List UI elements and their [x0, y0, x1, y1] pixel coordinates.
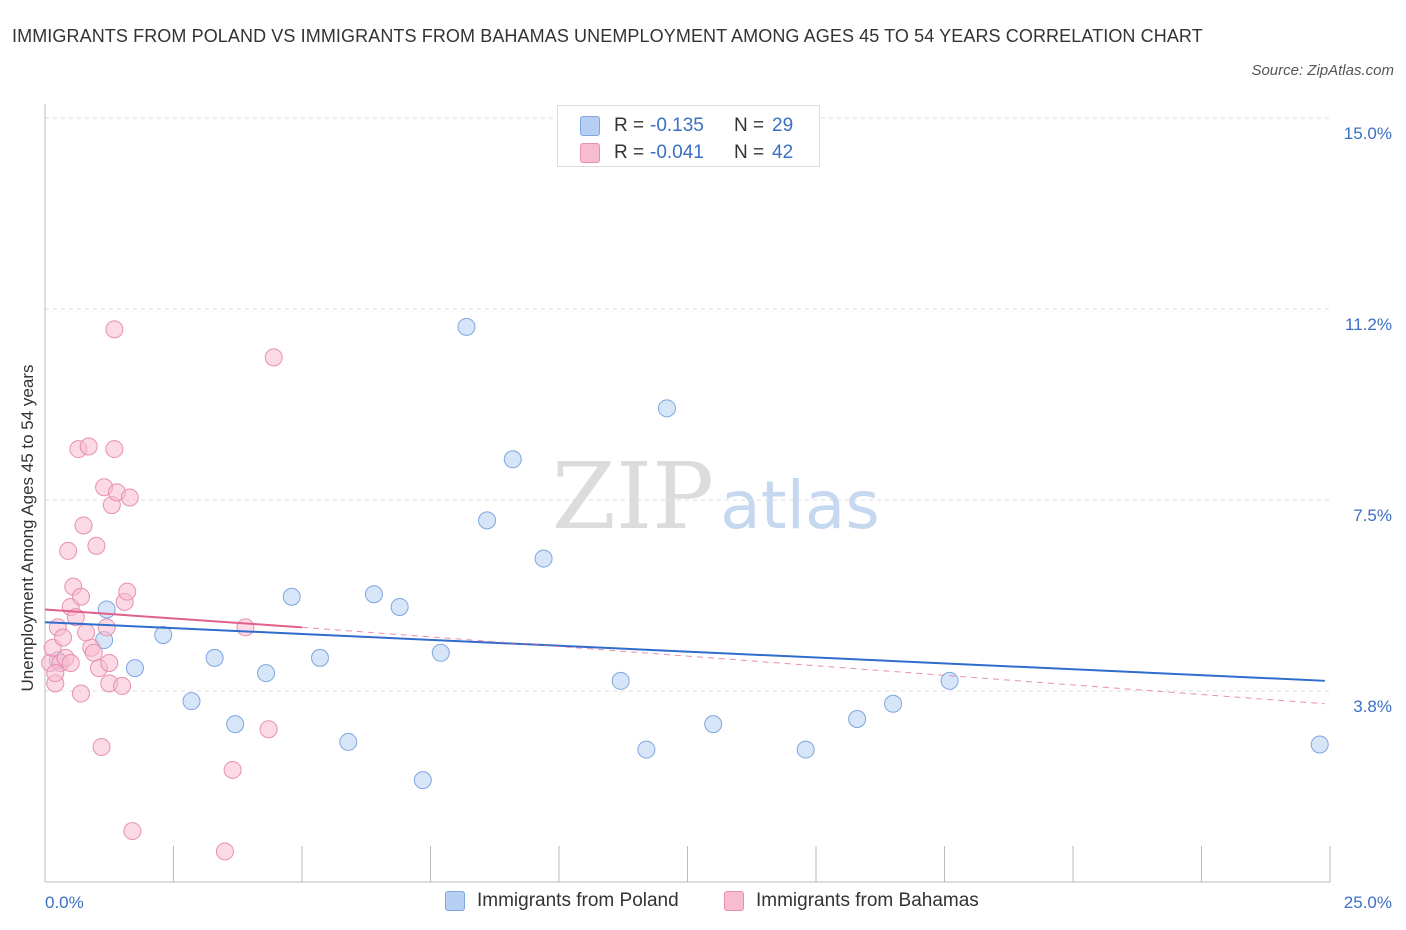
n-value: 29	[772, 115, 794, 136]
bahamas-point	[236, 618, 255, 637]
bahamas-point	[74, 516, 93, 535]
y-tick-label: 15.0%	[1344, 124, 1392, 143]
x-tick-label: 25.0%	[1344, 893, 1392, 912]
poland-point	[310, 648, 329, 667]
poland-point	[704, 715, 723, 734]
poland-point	[257, 664, 276, 683]
poland-point	[940, 671, 959, 690]
bahamas-point	[87, 536, 106, 555]
bahamas-swatch	[724, 891, 744, 911]
poland-point	[205, 648, 224, 667]
poland-point	[390, 597, 409, 616]
bahamas-point	[61, 653, 80, 672]
poland-trend-line	[44, 621, 1325, 682]
y-axis-label: Unemployment Among Ages 45 to 54 years	[18, 365, 37, 692]
poland-point	[796, 740, 815, 759]
legend-label-bahamas: Immigrants from Bahamas	[756, 890, 979, 911]
bahamas-point	[92, 738, 111, 757]
n-value: 42	[772, 142, 794, 163]
poland-point	[848, 710, 867, 729]
bahamas-trend-line	[44, 608, 303, 629]
poland-point	[457, 317, 476, 336]
r-label: R =	[614, 142, 645, 163]
y-tick-label: 3.8%	[1353, 697, 1392, 716]
r-label: R =	[614, 115, 645, 136]
legend-label-poland: Immigrants from Poland	[477, 890, 679, 911]
poland-point	[611, 671, 630, 690]
poland-point	[226, 715, 245, 734]
poland-point	[657, 399, 676, 418]
series-legend: Immigrants from Poland Immigrants from B…	[0, 888, 1406, 916]
poland-point	[534, 549, 553, 568]
poland-swatch	[580, 116, 600, 136]
poland-point	[884, 694, 903, 713]
n-label: N =	[734, 142, 765, 163]
watermark-atlas: atlas	[720, 467, 880, 544]
poland-point	[125, 659, 144, 678]
source-label: Source: ZipAtlas.com	[1251, 62, 1394, 79]
bahamas-point	[59, 541, 78, 560]
bahamas-point	[120, 488, 139, 507]
bahamas-point	[264, 348, 283, 367]
poland-point	[339, 732, 358, 751]
bahamas-point	[97, 618, 116, 637]
bahamas-point	[113, 676, 132, 695]
bahamas-point	[71, 587, 90, 606]
bahamas-trend-dashed	[301, 626, 1325, 705]
r-value: -0.041	[650, 142, 704, 163]
poland-point	[503, 450, 522, 469]
bahamas-point	[46, 664, 65, 683]
poland-point	[431, 643, 450, 662]
poland-swatch	[445, 891, 465, 911]
bahamas-point	[79, 437, 98, 456]
watermark-zip: ZIP	[552, 443, 714, 550]
poland-point	[182, 692, 201, 711]
x-tick-label: 0.0%	[45, 893, 84, 912]
poland-point	[637, 740, 656, 759]
poland-point	[282, 587, 301, 606]
poland-point	[97, 600, 116, 619]
r-value: -0.135	[650, 115, 704, 136]
bahamas-point	[105, 440, 124, 459]
y-tick-label: 7.5%	[1353, 506, 1392, 525]
bahamas-point	[259, 720, 278, 739]
y-tick-label: 11.2%	[1345, 315, 1392, 334]
correlation-legend: R = -0.135 N = 29 R = -0.041 N = 42	[557, 105, 820, 167]
poland-point	[364, 585, 383, 604]
bahamas-point	[123, 822, 142, 841]
bahamas-point	[100, 653, 119, 672]
poland-point	[154, 625, 173, 644]
poland-point	[413, 771, 432, 790]
bahamas-point	[118, 582, 137, 601]
bahamas-point	[77, 623, 96, 642]
bahamas-point	[223, 760, 242, 779]
bahamas-point	[53, 628, 72, 647]
bahamas-point	[84, 643, 103, 662]
poland-point	[1310, 735, 1329, 754]
bahamas-point	[215, 842, 234, 861]
n-label: N =	[734, 115, 765, 136]
bahamas-point	[105, 320, 124, 339]
bahamas-point	[71, 684, 90, 703]
chart-title: IMMIGRANTS FROM POLAND VS IMMIGRANTS FRO…	[12, 26, 1203, 46]
bahamas-swatch	[580, 143, 600, 163]
poland-point	[478, 511, 497, 530]
